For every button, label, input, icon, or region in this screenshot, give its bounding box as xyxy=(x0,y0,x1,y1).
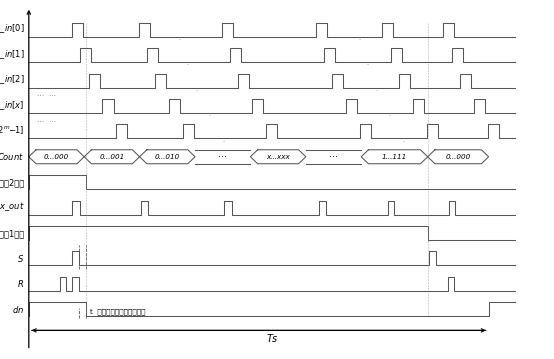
Text: ···: ··· xyxy=(329,152,338,162)
Text: $Mux\_out$: $Mux\_out$ xyxy=(0,200,24,213)
Text: $dn$: $dn$ xyxy=(12,304,24,315)
Text: ··: ·· xyxy=(375,88,378,93)
Text: $R$: $R$ xyxy=(17,278,24,289)
Text: $delay\_in[2^m\!\!-\!\!1]$: $delay\_in[2^m\!\!-\!\!1]$ xyxy=(0,124,24,137)
Text: 1...111: 1...111 xyxy=(382,154,407,160)
Text: ··: ·· xyxy=(209,113,212,118)
Text: x...xxx: x...xxx xyxy=(266,154,290,160)
Text: 0...000: 0...000 xyxy=(445,154,471,160)
Text: 0...001: 0...001 xyxy=(99,154,125,160)
Text: 0...000: 0...000 xyxy=(44,154,69,160)
Text: $delay\_in[1]$: $delay\_in[1]$ xyxy=(0,48,24,61)
Text: 比较器2输出: 比较器2输出 xyxy=(0,179,24,188)
Text: ··: ·· xyxy=(358,37,362,42)
Text: $Count$: $Count$ xyxy=(0,151,24,162)
Text: $delay\_in[x]$: $delay\_in[x]$ xyxy=(0,99,24,112)
Text: ··: ·· xyxy=(389,113,392,118)
Text: $delay\_in[2]$: $delay\_in[2]$ xyxy=(0,73,24,86)
Text: $Ts$: $Ts$ xyxy=(265,332,279,344)
Text: $S$: $S$ xyxy=(17,253,24,264)
Text: $delay\_in[0]$: $delay\_in[0]$ xyxy=(0,22,24,35)
Text: ··: ·· xyxy=(367,62,370,67)
Text: ··: ·· xyxy=(178,37,182,42)
Text: ...  ...: ... ... xyxy=(37,89,56,98)
Text: ··: ·· xyxy=(187,62,190,67)
Text: ···: ··· xyxy=(218,152,227,162)
Text: ··: ·· xyxy=(195,88,198,93)
Text: 比较器1输出: 比较器1输出 xyxy=(0,229,24,239)
Text: ...  ...: ... ... xyxy=(37,115,56,124)
Text: 0...010: 0...010 xyxy=(155,154,180,160)
Text: ··: ·· xyxy=(223,139,226,144)
Text: ··: ·· xyxy=(403,139,406,144)
Text: t  二次置位，脉宽信号出错: t 二次置位，脉宽信号出错 xyxy=(90,308,146,315)
